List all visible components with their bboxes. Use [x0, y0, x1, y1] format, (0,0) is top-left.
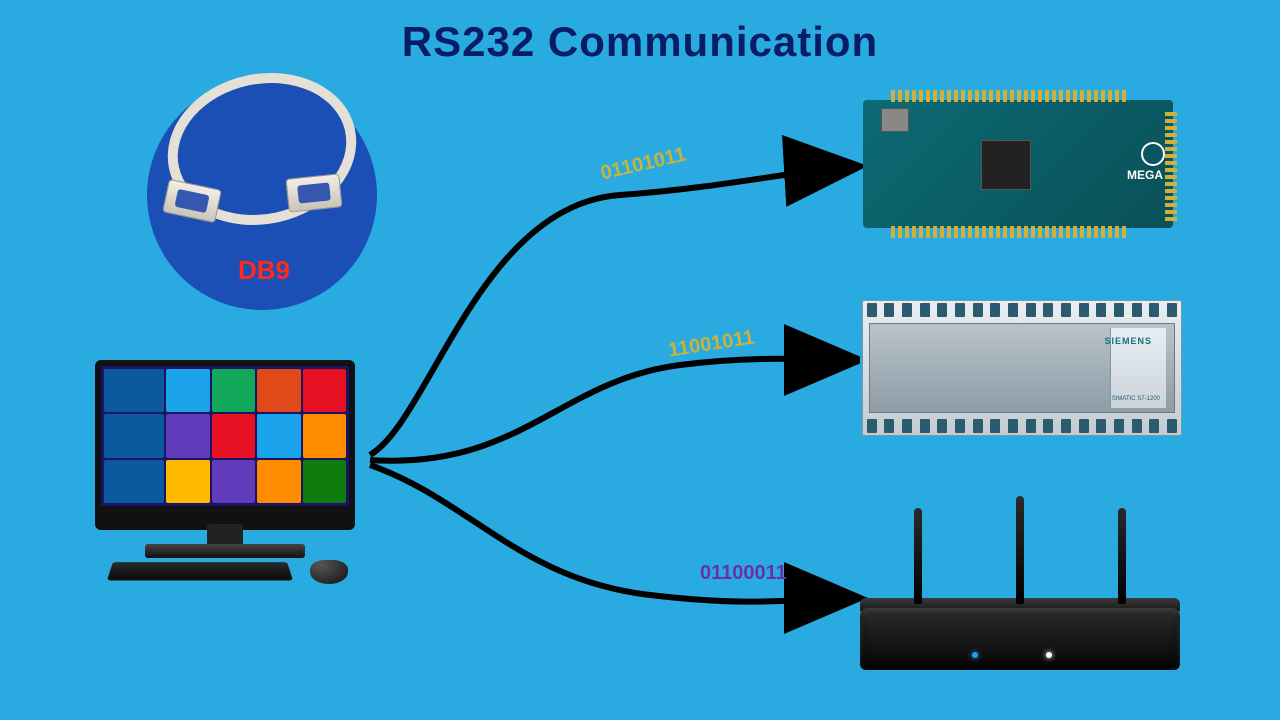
binary-label: 01100011 — [700, 562, 787, 585]
start-tile — [104, 414, 164, 457]
start-tile — [212, 460, 256, 503]
router-icon — [860, 510, 1180, 670]
start-tile — [257, 460, 301, 503]
computer-node — [95, 360, 355, 530]
start-tile — [303, 414, 347, 457]
start-tile — [303, 369, 347, 412]
db9-label: DB9 — [238, 255, 290, 286]
router-antenna-icon — [914, 508, 922, 604]
start-tile — [212, 414, 256, 457]
mouse-icon — [310, 560, 348, 584]
arrow-to-plc — [370, 359, 850, 461]
diagram-canvas: RS232 Communication DB9 01101011 11001011… — [0, 0, 1280, 720]
router-node — [860, 510, 1180, 670]
arduino-label: MEGA — [1127, 168, 1163, 182]
arduino-board-icon: MEGA — [863, 100, 1173, 228]
binary-label: 01101011 — [599, 144, 689, 186]
plc-brand-label: SIEMENS — [1104, 336, 1152, 346]
db9-connector-icon — [285, 173, 342, 212]
arduino-node: MEGA — [863, 100, 1173, 228]
monitor-icon — [95, 360, 355, 530]
start-tile — [257, 414, 301, 457]
binary-label: 11001011 — [667, 326, 756, 362]
router-led-icon — [1046, 652, 1052, 658]
start-tile — [166, 414, 210, 457]
keyboard-icon — [107, 562, 293, 580]
arrow-to-arduino — [370, 167, 850, 455]
start-tile — [104, 369, 164, 412]
plc-model-label: SIMATIC S7-1200 — [1112, 396, 1160, 402]
start-tile — [212, 369, 256, 412]
router-antenna-icon — [1118, 508, 1126, 604]
plc-icon: SIEMENS SIMATIC S7-1200 — [862, 300, 1182, 436]
start-tile — [257, 369, 301, 412]
arduino-logo-icon — [1141, 142, 1165, 166]
start-tile — [166, 369, 210, 412]
start-tile — [104, 460, 164, 503]
start-tile — [166, 460, 210, 503]
router-antenna-icon — [1016, 496, 1024, 604]
page-title: RS232 Communication — [0, 18, 1280, 66]
plc-node: SIEMENS SIMATIC S7-1200 — [862, 300, 1182, 436]
router-led-icon — [972, 652, 978, 658]
start-tile — [303, 460, 347, 503]
